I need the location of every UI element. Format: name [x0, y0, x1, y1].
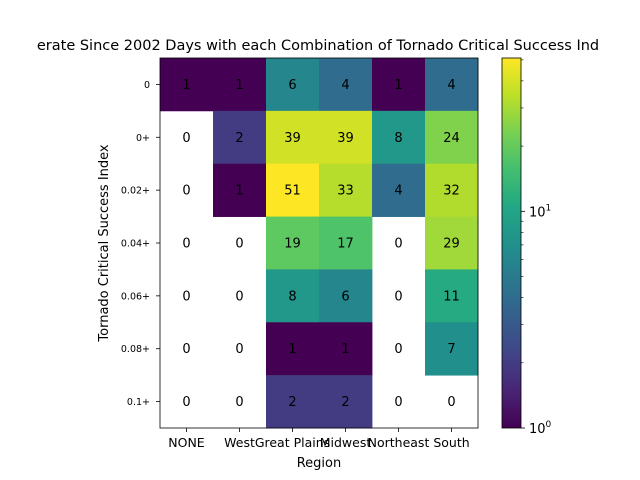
cell-value-label: 51 [284, 184, 301, 199]
x-tick-label: Great Plains [255, 435, 330, 450]
colorbar-tick-label: 101 [529, 203, 551, 220]
y-tick-label: 0.08+ [121, 344, 150, 355]
cell-value-label: 0 [182, 395, 190, 410]
cell-value-label: 4 [341, 78, 349, 93]
heatmap-cell [160, 58, 214, 112]
y-tick-label: 0.02+ [121, 186, 150, 197]
heatmap-cell [319, 163, 373, 217]
cell-value-label: 2 [288, 395, 296, 410]
cell-value-label: 1 [182, 78, 190, 93]
cell-value-label: 0 [394, 289, 402, 304]
heatmap-cell [213, 110, 267, 165]
heatmap-cell [372, 163, 426, 217]
x-tick-label: NONE [168, 435, 205, 450]
heatmap-cell [425, 110, 479, 165]
cell-value-label: 32 [443, 184, 460, 199]
cell-value-label: 0 [235, 289, 243, 304]
cell-value-label: 6 [288, 78, 296, 93]
y-tick-label: 0 [144, 80, 150, 91]
y-tick-label: 0.06+ [121, 291, 150, 302]
x-axis-label: Region [297, 456, 342, 471]
y-tick-label: 0.1+ [127, 397, 150, 408]
cell-value-label: 0 [447, 395, 455, 410]
heatmap-cell [319, 269, 373, 323]
heatmap-cell [266, 216, 320, 270]
cell-value-label: 0 [182, 131, 190, 146]
cell-value-label: 0 [394, 395, 402, 410]
y-tick-label: 0+ [136, 133, 150, 144]
heatmap-cell [266, 322, 320, 376]
heatmap-cell [372, 110, 426, 165]
heatmap-cell [319, 110, 373, 165]
cell-value-label: 1 [235, 184, 243, 199]
cell-value-label: 39 [284, 131, 301, 146]
cell-value-label: 0 [235, 342, 243, 357]
heatmap-cell [319, 216, 373, 270]
cell-value-label: 8 [394, 131, 402, 146]
cell-value-label: 6 [341, 289, 349, 304]
cell-value-label: 8 [288, 289, 296, 304]
x-tick-label: South [433, 435, 469, 450]
cell-value-label: 0 [182, 237, 190, 252]
cell-value-label: 17 [337, 237, 354, 252]
heatmap-cell [213, 58, 267, 112]
heatmap-cell [266, 110, 320, 165]
cell-value-label: 0 [182, 184, 190, 199]
heatmap-cell [266, 375, 320, 429]
cell-value-label: 0 [394, 237, 402, 252]
cell-value-label: 0 [182, 289, 190, 304]
cell-value-label: 19 [284, 237, 301, 252]
heatmap-cell [425, 269, 479, 323]
heatmap-cell [319, 322, 373, 376]
x-tick-label: Midwest [320, 435, 372, 450]
heatmap-cell [319, 58, 373, 112]
colorbar-ticks: 100 101 [521, 59, 552, 437]
cell-value-label: 11 [443, 289, 460, 304]
cell-value-label: 0 [182, 342, 190, 357]
heatmap-cell [266, 163, 320, 217]
cell-value-label: 33 [337, 184, 354, 199]
cell-value-label: 2 [235, 131, 243, 146]
heatmap-cell [266, 269, 320, 323]
heatmap-cell [319, 375, 373, 429]
cell-value-label: 4 [394, 184, 402, 199]
cell-value-label: 24 [443, 131, 460, 146]
cell-value-label: 1 [235, 78, 243, 93]
y-tick-label: 0.04+ [121, 239, 150, 250]
y-axis-label: Tornado Critical Success Index [97, 144, 112, 343]
heatmap-cells [160, 58, 479, 429]
cell-value-label: 0 [235, 395, 243, 410]
cell-value-label: 1 [341, 342, 349, 357]
cell-value-label: 0 [394, 342, 402, 357]
colorbar [501, 57, 522, 429]
cell-value-label: 7 [447, 342, 455, 357]
heatmap-cell [425, 163, 479, 217]
heatmap-cell [213, 163, 267, 217]
cell-value-label: 1 [394, 78, 402, 93]
x-tick-label: West [224, 435, 255, 450]
heatmap-cell [266, 58, 320, 112]
chart-title: erate Since 2002 Days with each Combinat… [37, 38, 599, 54]
cell-value-label: 4 [447, 78, 455, 93]
heatmap-cell [425, 322, 479, 376]
cell-value-label: 1 [288, 342, 296, 357]
heatmap-cell [425, 216, 479, 270]
cell-value-label: 39 [337, 131, 354, 146]
heatmap-cell [425, 58, 479, 112]
cell-value-label: 0 [235, 237, 243, 252]
cell-value-label: 2 [341, 395, 349, 410]
y-axis-ticks: 0 0+ 0.02+ 0.04+ 0.06+ 0.08+ 0.1+ [121, 80, 160, 408]
heatmap-cell [372, 58, 426, 112]
x-tick-label: Northeast [368, 435, 430, 450]
colorbar-tick-label: 100 [529, 420, 552, 437]
cell-value-labels: 1 1 6 4 1 40 2 39 39 8 240 1 51 33 4 320 0 19 17 0 290 0 8 6 0 11… [182, 78, 459, 410]
cell-value-label: 29 [443, 237, 460, 252]
